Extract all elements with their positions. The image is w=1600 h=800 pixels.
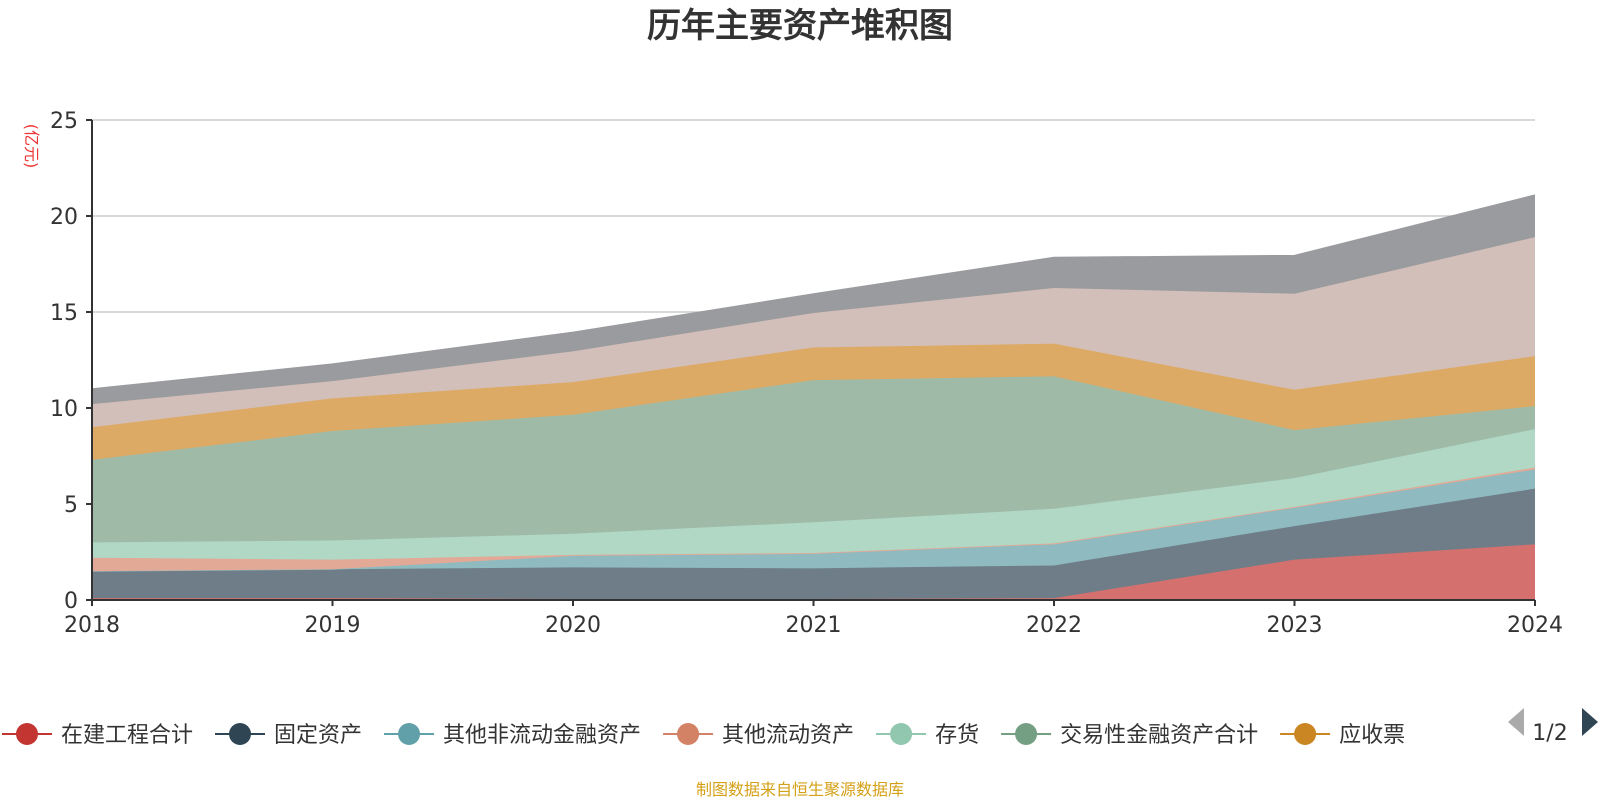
legend-label: 其他非流动金融资产 — [443, 723, 641, 748]
area-series-7 — [92, 343, 1535, 460]
x-tick-label: 2020 — [545, 613, 601, 638]
x-tick-label: 2019 — [305, 613, 361, 638]
legend-item[interactable]: 交易性金融资产合计 — [1001, 723, 1258, 748]
x-tick-label: 2018 — [64, 613, 120, 638]
legend-item[interactable]: 存货 — [876, 723, 979, 748]
area-series-9-edge — [91, 194, 1536, 390]
legend-label: 固定资产 — [274, 723, 362, 748]
legend-label: 其他流动资产 — [722, 723, 854, 748]
legend-circle-icon — [398, 723, 421, 745]
legend-circle-icon — [229, 723, 252, 745]
y-tick-label: 15 — [50, 301, 78, 326]
legend: 在建工程合计 固定资产 其他非流动金融资产 其他流动资产 存货 交易性金融资产合计 应收票 — [2, 723, 1405, 748]
legend-item[interactable]: 固定资产 — [215, 723, 362, 748]
y-axis-unit-label: (亿元) — [22, 124, 41, 169]
x-tick-label: 2024 — [1507, 613, 1563, 638]
x-tick-label: 2021 — [786, 613, 842, 638]
area-series — [91, 194, 1536, 600]
x-tick-label: 2022 — [1026, 613, 1082, 638]
legend-label: 应收票 — [1339, 723, 1405, 748]
chart-title: 历年主要资产堆积图 — [647, 6, 953, 46]
legend-circle-icon — [16, 723, 38, 745]
legend-circle-icon — [1294, 723, 1317, 745]
legend-item[interactable]: 其他非流动金融资产 — [384, 723, 641, 748]
data-source-note: 制图数据来自恒生聚源数据库 — [696, 780, 904, 799]
triangle-left-icon[interactable] — [1508, 708, 1524, 736]
area-series-5 — [92, 429, 1535, 560]
y-tick-label: 10 — [50, 397, 78, 422]
y-tick-label: 0 — [64, 589, 78, 614]
legend-label: 在建工程合计 — [61, 723, 193, 748]
area-series-6 — [92, 376, 1535, 543]
area-series-8 — [92, 237, 1535, 428]
area-series-2 — [92, 488, 1535, 600]
legend-item[interactable]: 应收票 — [1280, 723, 1405, 748]
triangle-right-icon[interactable] — [1582, 708, 1598, 736]
axes: 0 5 10 15 20 25 2018 2019 2020 2021 2022 2023 2024 — [50, 109, 1563, 638]
legend-page-indicator: 1/2 — [1532, 721, 1567, 746]
x-tick-label: 2023 — [1267, 613, 1323, 638]
legend-label: 存货 — [935, 723, 979, 748]
y-tick-label: 25 — [50, 109, 78, 134]
y-tick-label: 20 — [50, 205, 78, 230]
area-series-4 — [92, 467, 1535, 572]
legend-item[interactable]: 其他流动资产 — [663, 723, 854, 748]
legend-pager: 1/2 — [1508, 708, 1598, 746]
area-series-3 — [92, 469, 1535, 572]
y-tick-label: 5 — [64, 493, 78, 518]
legend-item[interactable]: 在建工程合计 — [2, 723, 193, 748]
area-series-1 — [92, 544, 1535, 600]
legend-circle-icon — [1015, 723, 1038, 745]
legend-circle-icon — [890, 723, 913, 745]
area-series-9 — [92, 194, 1535, 405]
legend-label: 交易性金融资产合计 — [1060, 723, 1258, 748]
legend-circle-icon — [677, 723, 700, 745]
